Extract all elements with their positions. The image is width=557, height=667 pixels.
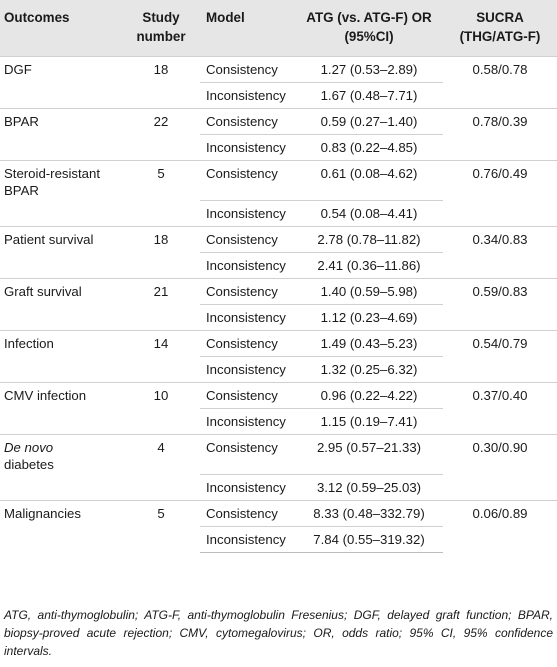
outcome-cell: Steroid-resistant BPAR bbox=[0, 160, 122, 227]
table-row: BPAR 22 Consistency 0.59 (0.27–1.40) 0.7… bbox=[0, 108, 557, 161]
sucra-cell: 0.78/0.39 bbox=[443, 108, 557, 161]
model-cell: Consistency bbox=[200, 278, 295, 305]
model-cell: Inconsistency bbox=[200, 134, 295, 161]
table-row: DGF 18 Consistency 1.27 (0.53–2.89) 0.58… bbox=[0, 56, 557, 109]
model-cell: Inconsistency bbox=[200, 526, 295, 553]
model-cell: Inconsistency bbox=[200, 304, 295, 331]
table-row: Infection 14 Consistency 1.49 (0.43–5.23… bbox=[0, 330, 557, 383]
study-number-cell: 21 bbox=[122, 278, 200, 331]
or-cell: 1.27 (0.53–2.89) bbox=[295, 56, 443, 83]
model-cell: Consistency bbox=[200, 330, 295, 357]
study-number-cell: 5 bbox=[122, 160, 200, 227]
outcome-cell: Malignancies bbox=[0, 500, 122, 553]
outcome-italic-text: De novo bbox=[4, 440, 54, 455]
or-cell: 0.54 (0.08–4.41) bbox=[295, 200, 443, 227]
model-cell: Inconsistency bbox=[200, 252, 295, 279]
sucra-cell: 0.59/0.83 bbox=[443, 278, 557, 331]
table-row: Inconsistency 7.84 (0.55–319.32) bbox=[0, 526, 557, 553]
or-cell: 0.59 (0.27–1.40) bbox=[295, 108, 443, 135]
table-row: De novo diabetes 4 Consistency 2.95 (0.57… bbox=[0, 434, 557, 501]
or-cell: 0.83 (0.22–4.85) bbox=[295, 134, 443, 161]
sucra-cell: 0.76/0.49 bbox=[443, 160, 557, 227]
table-row: Inconsistency 0.83 (0.22–4.85) bbox=[0, 134, 557, 161]
header-study-number: Study number bbox=[136, 10, 186, 44]
or-cell: 2.78 (0.78–11.82) bbox=[295, 226, 443, 253]
results-table: Outcomes Study number Model ATG (vs. ATG… bbox=[0, 0, 557, 553]
or-cell: 2.41 (0.36–11.86) bbox=[295, 252, 443, 279]
or-cell: 8.33 (0.48–332.79) bbox=[295, 500, 443, 527]
header-outcomes: Outcomes bbox=[4, 10, 70, 25]
sucra-cell: 0.54/0.79 bbox=[443, 330, 557, 383]
table-row: Inconsistency 1.15 (0.19–7.41) bbox=[0, 408, 557, 435]
outcome-cell: Infection bbox=[0, 330, 122, 383]
study-number-cell: 5 bbox=[122, 500, 200, 553]
or-cell: 1.40 (0.59–5.98) bbox=[295, 278, 443, 305]
sucra-cell: 0.37/0.40 bbox=[443, 382, 557, 435]
header-row: Outcomes Study number Model ATG (vs. ATG… bbox=[0, 0, 557, 57]
or-cell: 1.15 (0.19–7.41) bbox=[295, 408, 443, 435]
or-cell: 2.95 (0.57–21.33) bbox=[295, 434, 443, 475]
study-number-cell: 10 bbox=[122, 382, 200, 435]
table-row: Inconsistency 1.32 (0.25–6.32) bbox=[0, 356, 557, 383]
study-number-cell: 18 bbox=[122, 56, 200, 109]
table-row: Steroid-resistant BPAR 5 Consistency 0.6… bbox=[0, 160, 557, 227]
model-cell: Inconsistency bbox=[200, 474, 295, 501]
outcome-cell: De novo diabetes bbox=[0, 434, 122, 501]
table-row: Graft survival 21 Consistency 1.40 (0.59… bbox=[0, 278, 557, 331]
model-cell: Inconsistency bbox=[200, 356, 295, 383]
model-cell: Consistency bbox=[200, 500, 295, 527]
study-number-cell: 22 bbox=[122, 108, 200, 161]
or-cell: 3.12 (0.59–25.03) bbox=[295, 474, 443, 501]
table-row: Inconsistency 2.41 (0.36–11.86) bbox=[0, 252, 557, 279]
sucra-cell: 0.34/0.83 bbox=[443, 226, 557, 279]
outcome-cell: BPAR bbox=[0, 108, 122, 161]
model-cell: Consistency bbox=[200, 108, 295, 135]
outcome-cell: Graft survival bbox=[0, 278, 122, 331]
study-number-cell: 14 bbox=[122, 330, 200, 383]
table-row: Malignancies 5 Consistency 8.33 (0.48–33… bbox=[0, 500, 557, 553]
model-cell: Inconsistency bbox=[200, 408, 295, 435]
model-cell: Consistency bbox=[200, 160, 295, 201]
or-cell: 0.61 (0.08–4.62) bbox=[295, 160, 443, 201]
study-number-cell: 4 bbox=[122, 434, 200, 501]
sucra-cell: 0.30/0.90 bbox=[443, 434, 557, 501]
model-cell: Consistency bbox=[200, 56, 295, 83]
model-cell: Consistency bbox=[200, 434, 295, 475]
outcome-cell: Patient survival bbox=[0, 226, 122, 279]
or-cell: 1.12 (0.23–4.69) bbox=[295, 304, 443, 331]
or-cell: 0.96 (0.22–4.22) bbox=[295, 382, 443, 409]
outcome-cell: CMV infection bbox=[0, 382, 122, 435]
or-cell: 1.49 (0.43–5.23) bbox=[295, 330, 443, 357]
model-cell: Consistency bbox=[200, 382, 295, 409]
or-cell: 1.67 (0.48–7.71) bbox=[295, 82, 443, 109]
table-row: Inconsistency 0.54 (0.08–4.41) bbox=[0, 200, 557, 227]
sucra-cell: 0.58/0.78 bbox=[443, 56, 557, 109]
outcome-text: diabetes bbox=[4, 457, 54, 472]
study-number-cell: 18 bbox=[122, 226, 200, 279]
model-cell: Inconsistency bbox=[200, 200, 295, 227]
header-sucra: SUCRA (THG/ATG-F) bbox=[459, 10, 541, 44]
model-cell: Inconsistency bbox=[200, 82, 295, 109]
header-atg-or: ATG (vs. ATG-F) OR (95%CI) bbox=[306, 10, 432, 44]
sucra-cell: 0.06/0.89 bbox=[443, 500, 557, 553]
table-footnote: ATG, anti-thymoglobulin; ATG-F, anti-thy… bbox=[4, 608, 553, 658]
outcome-cell: DGF bbox=[0, 56, 122, 109]
table-row: Inconsistency 3.12 (0.59–25.03) bbox=[0, 474, 557, 501]
model-cell: Consistency bbox=[200, 226, 295, 253]
table-row: Inconsistency 1.67 (0.48–7.71) bbox=[0, 82, 557, 109]
or-cell: 7.84 (0.55–319.32) bbox=[295, 526, 443, 553]
table-row: CMV infection 10 Consistency 0.96 (0.22–… bbox=[0, 382, 557, 435]
table-row: Patient survival 18 Consistency 2.78 (0.… bbox=[0, 226, 557, 279]
header-model: Model bbox=[206, 10, 245, 25]
table-row: Inconsistency 1.12 (0.23–4.69) bbox=[0, 304, 557, 331]
or-cell: 1.32 (0.25–6.32) bbox=[295, 356, 443, 383]
